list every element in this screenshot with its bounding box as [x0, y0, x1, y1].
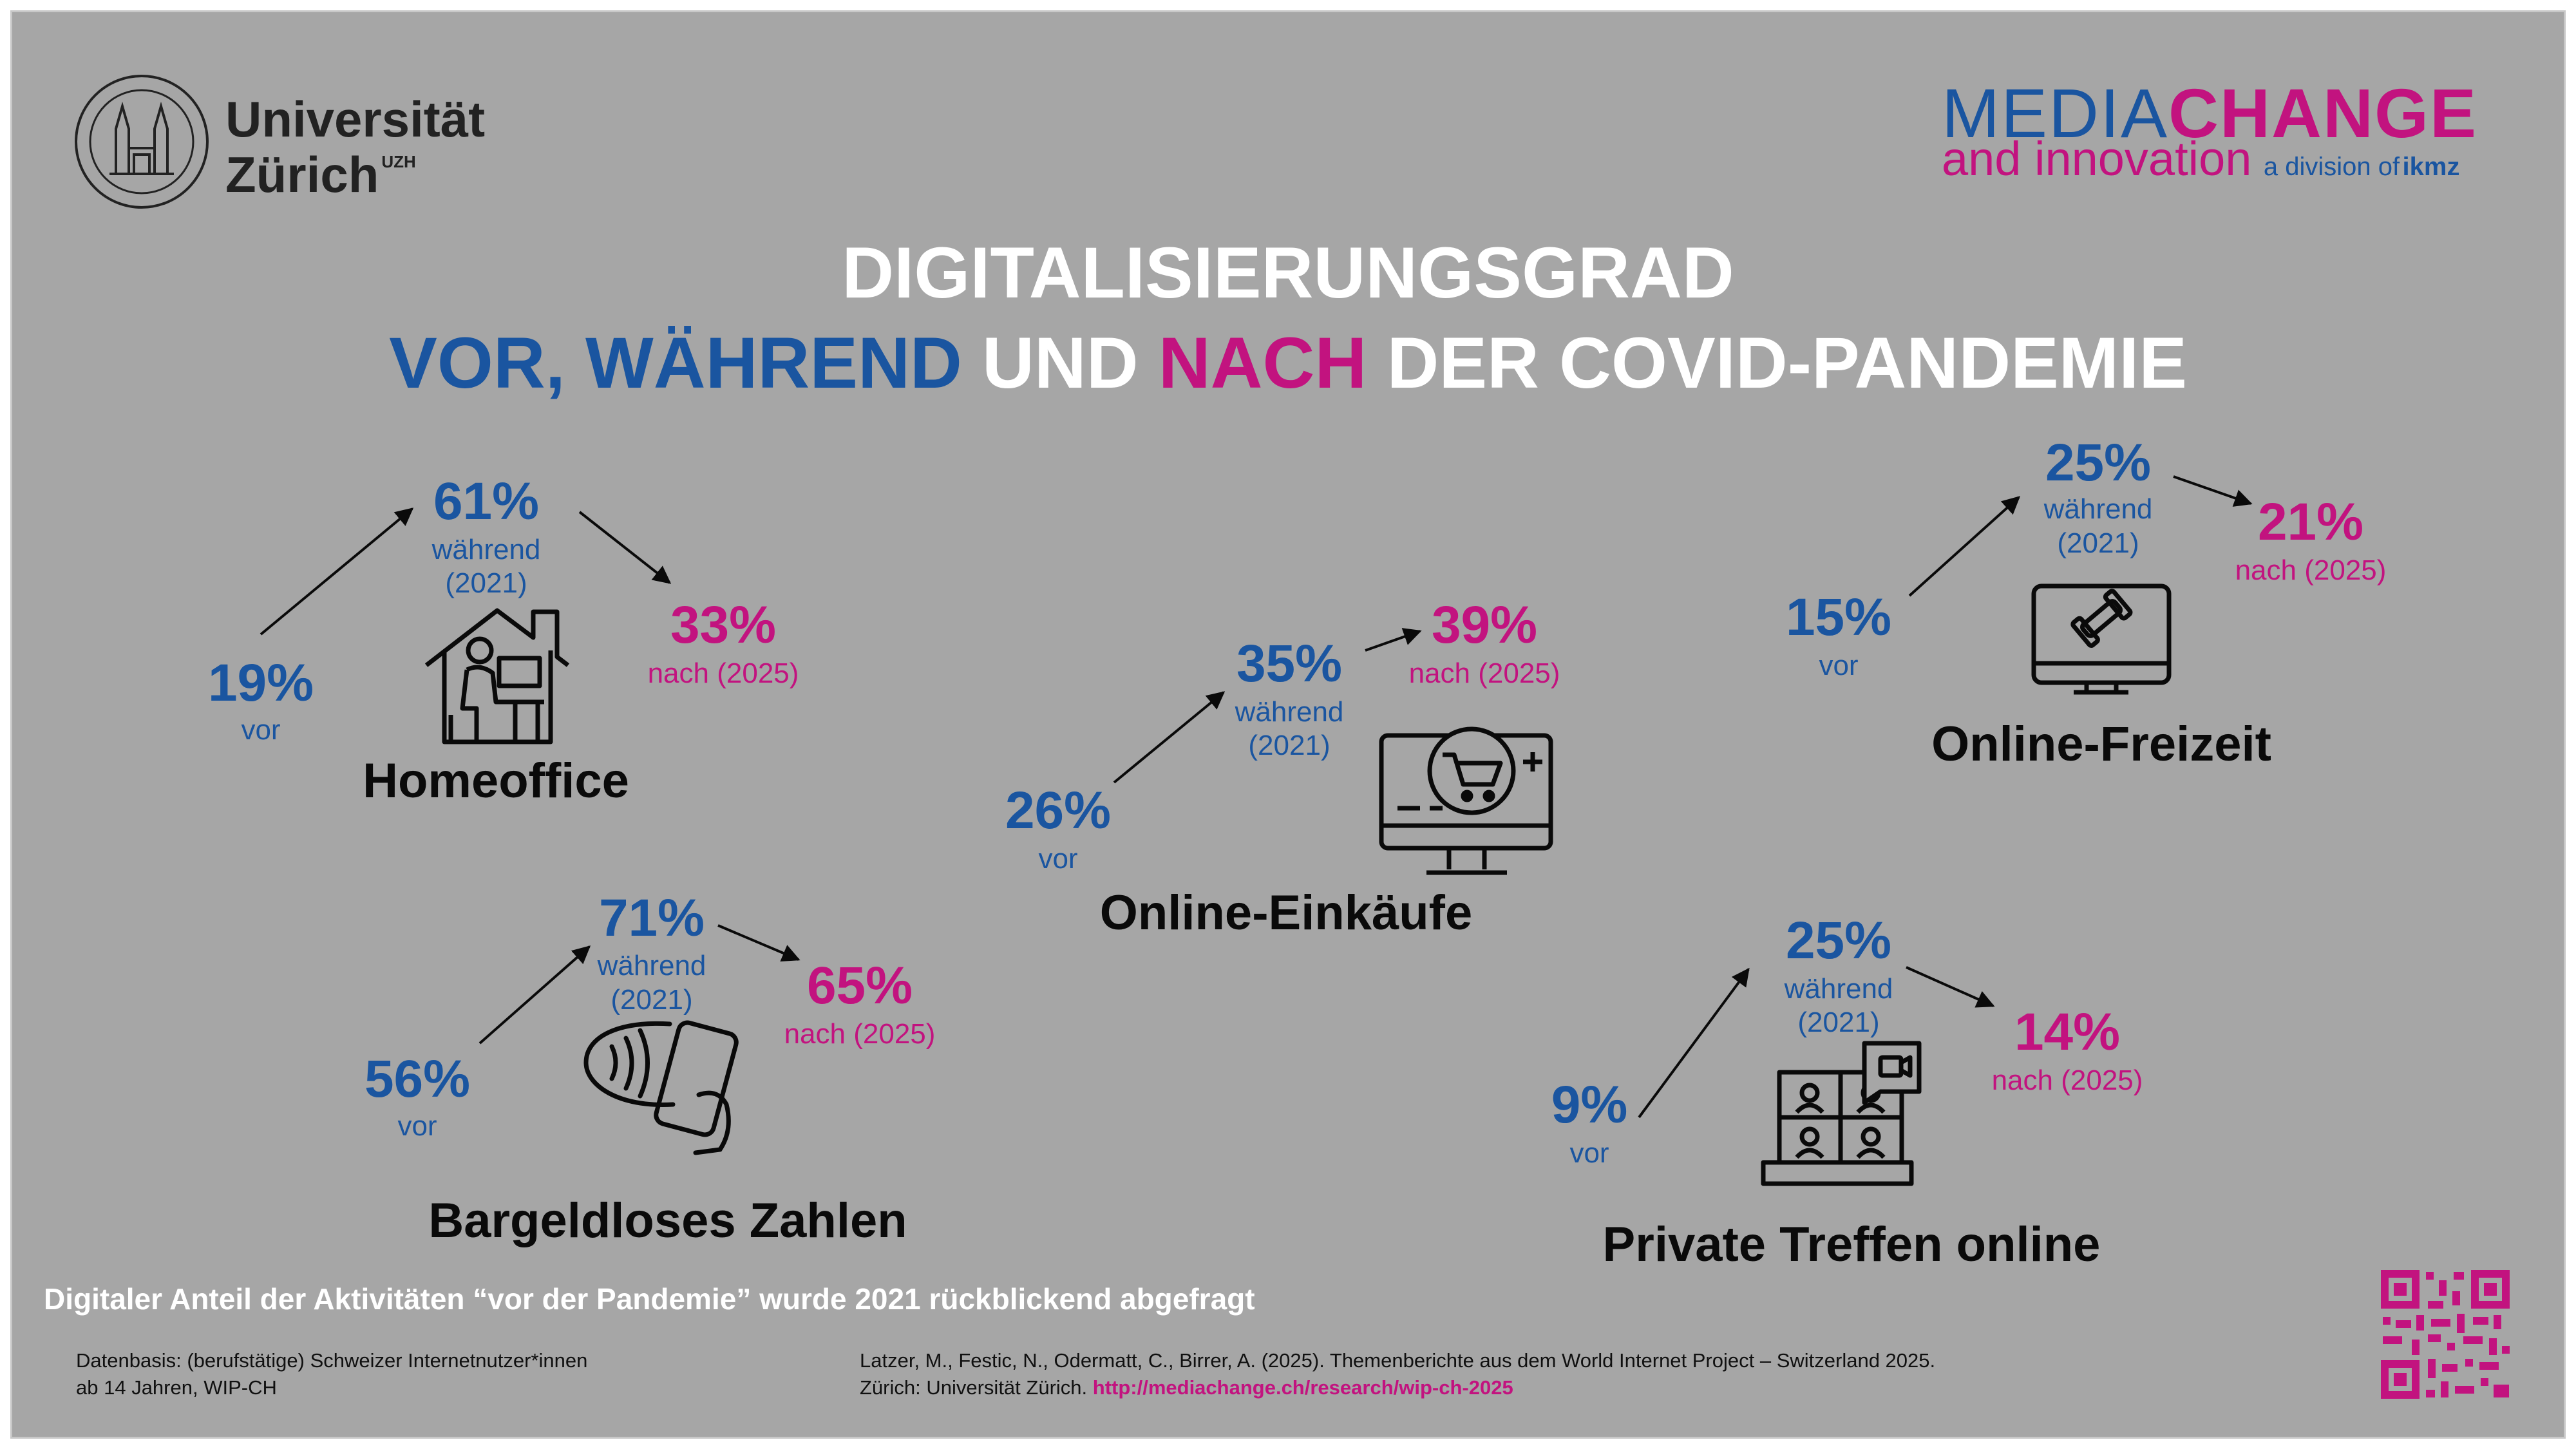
- brand-ikmz: ikmz: [2402, 153, 2460, 181]
- shopping-vor-label: vor: [1038, 843, 1078, 875]
- payment-waehrend-value: 71%: [598, 889, 705, 947]
- payment-nach-value: 65%: [806, 956, 913, 1015]
- citation-line2: Zürich: Universität Zürich. http://media…: [860, 1374, 1935, 1401]
- brand-media: MEDIA: [1942, 74, 2169, 152]
- university-city: Zürich: [225, 146, 379, 203]
- citation-line1: Latzer, M., Festic, N., Odermatt, C., Bi…: [860, 1349, 1936, 1372]
- university-name-line2: Zürich UZH: [225, 146, 416, 204]
- arrow-leisure-down: [2173, 475, 2253, 507]
- home-office-icon: [424, 608, 570, 744]
- infographic-panel: [10, 10, 2566, 1439]
- arrow-shopping-up: [1113, 691, 1226, 784]
- homeoffice-waehrend-year: (2021): [445, 567, 527, 599]
- brand-division: a division of: [2263, 153, 2400, 181]
- online-shopping-icon: [1379, 726, 1553, 875]
- university-name-line1: Universität: [225, 91, 486, 147]
- brand-change: CHANGE: [2168, 74, 2478, 152]
- shopping-category-label: Online-Einkäufe: [1099, 886, 1473, 940]
- meeting-waehrend-label: während: [1784, 973, 1893, 1005]
- leisure-vor-value: 15%: [1785, 588, 1892, 647]
- arrow-shopping-up-2: [1365, 628, 1422, 652]
- shopping-waehrend-label: während: [1235, 696, 1344, 728]
- title-line2: VOR, WÄHREND UND NACH DER COVID-PANDEMIE: [389, 327, 2187, 399]
- homeoffice-vor-value: 19%: [207, 654, 314, 712]
- brand-tagline: and innovation: [1942, 132, 2252, 185]
- citation-line2-prefix: Zürich: Universität Zürich.: [860, 1376, 1088, 1399]
- qr-code-icon: [2381, 1270, 2510, 1399]
- arrow-homeoffice-up: [260, 507, 414, 636]
- payment-vor-label: vor: [397, 1110, 437, 1142]
- meeting-category-label: Private Treffen online: [1602, 1217, 2101, 1272]
- leisure-category-label: Online-Freizeit: [1931, 717, 2271, 772]
- citation-link[interactable]: http://mediachange.ch/research/wip-ch-20…: [1092, 1376, 1513, 1399]
- online-leisure-icon: [2031, 583, 2172, 695]
- leisure-nach-label: nach (2025): [2235, 554, 2387, 586]
- university-abbr: UZH: [381, 152, 416, 171]
- leisure-vor-label: vor: [1819, 650, 1859, 681]
- data-basis: Datenbasis: (berufstätige) Schweizer Int…: [76, 1347, 587, 1401]
- title-vor: VOR,: [389, 323, 565, 403]
- title-waehrend: WÄHREND: [585, 323, 962, 403]
- arrow-meeting-up: [1638, 967, 1750, 1119]
- homeoffice-waehrend-label: während: [431, 534, 541, 565]
- shopping-waehrend-value: 35%: [1236, 634, 1343, 693]
- arrow-payment-up: [478, 945, 591, 1045]
- payment-category-label: Bargeldloses Zahlen: [428, 1193, 907, 1248]
- shopping-nach-value: 39%: [1431, 596, 1538, 654]
- shopping-waehrend-year: (2021): [1248, 730, 1331, 761]
- homeoffice-waehrend-value: 61%: [433, 472, 540, 531]
- brand-tagline-row: and innovation a division of ikmz: [1942, 135, 2459, 183]
- title-line1: DIGITALISIERUNGSGRAD: [842, 232, 1734, 313]
- payment-waehrend-year: (2021): [611, 984, 693, 1016]
- arrow-payment-down: [717, 924, 800, 962]
- arrow-meeting-down: [1906, 966, 1995, 1008]
- arrow-leisure-up: [1908, 496, 2021, 597]
- homeoffice-category-label: Homeoffice: [363, 753, 629, 808]
- title-und: UND: [982, 323, 1139, 403]
- meeting-nach-value: 14%: [2014, 1003, 2121, 1061]
- payment-waehrend-label: während: [597, 950, 706, 981]
- meeting-waehrend-year: (2021): [1797, 1007, 1880, 1038]
- payment-nach-label: nach (2025): [784, 1018, 936, 1050]
- leisure-waehrend-label: während: [2043, 493, 2153, 525]
- title-rest: DER COVID-PANDEMIE: [1387, 323, 2187, 403]
- leisure-nach-value: 21%: [2257, 493, 2364, 551]
- data-basis-line2: ab 14 Jahren, WIP-CH: [76, 1376, 277, 1399]
- homeoffice-vor-label: vor: [241, 714, 281, 746]
- shopping-vor-value: 26%: [1005, 781, 1112, 840]
- leisure-waehrend-year: (2021): [2057, 527, 2139, 559]
- citation: Latzer, M., Festic, N., Odermatt, C., Bi…: [860, 1347, 1935, 1401]
- video-meeting-icon: [1761, 1041, 1922, 1186]
- contactless-payment-icon: [583, 1020, 739, 1155]
- leisure-waehrend-value: 25%: [2045, 433, 2152, 492]
- title-nach: NACH: [1158, 323, 1367, 403]
- meeting-vor-label: vor: [1569, 1137, 1609, 1169]
- meeting-nach-label: nach (2025): [1991, 1065, 2143, 1096]
- meeting-waehrend-value: 25%: [1785, 911, 1892, 970]
- brand-wordmark: MEDIACHANGE: [1942, 79, 2477, 148]
- homeoffice-nach-value: 33%: [670, 596, 777, 654]
- arrow-homeoffice-down: [578, 511, 672, 584]
- meeting-vor-value: 9%: [1551, 1075, 1628, 1134]
- payment-vor-value: 56%: [364, 1050, 471, 1108]
- shopping-nach-label: nach (2025): [1408, 658, 1560, 689]
- footer-note: Digitaler Anteil der Aktivitäten “vor de…: [44, 1282, 1255, 1316]
- homeoffice-nach-label: nach (2025): [647, 658, 799, 689]
- data-basis-line1: Datenbasis: (berufstätige) Schweizer Int…: [76, 1349, 588, 1372]
